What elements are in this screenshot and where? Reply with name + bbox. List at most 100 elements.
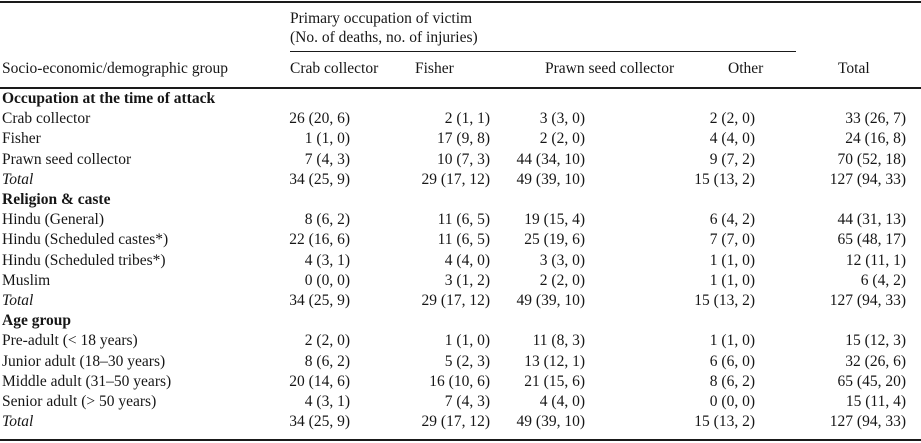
cell-value: 0 (0, 0) <box>304 271 350 289</box>
cell-value: 49 (39, 10) <box>516 413 585 431</box>
cell-value: 49 (39, 10) <box>516 292 585 310</box>
table-row: Total 34 (25, 9) 29 (17, 12) 49 (39, 10) 15 … <box>0 170 921 190</box>
table-row: Muslim 0 (0, 0) 3 (1, 2) 2 (2, 0) 1 (1, 0) 6 … <box>0 271 921 291</box>
cell-value: 24 (16, 8) <box>845 130 906 148</box>
section-header-row: Age group <box>0 311 921 331</box>
cell-value: 9 (7, 2) <box>709 150 755 168</box>
cell-value: 3 (3, 0) <box>539 251 585 269</box>
cell-value: 3 (3, 0) <box>539 110 585 128</box>
cell-value: 6 (4, 2) <box>860 271 906 289</box>
col-header-total: Total <box>806 52 921 89</box>
cell-value: 0 (0, 0) <box>709 393 755 411</box>
cell-value: 33 (26, 7) <box>845 110 906 128</box>
cell-value: 17 (9, 8) <box>437 130 490 148</box>
cell-value: 10 (7, 3) <box>437 150 490 168</box>
table-row: Total 34 (25, 9) 29 (17, 12) 49 (39, 10) 15 … <box>0 412 921 440</box>
table-row: Junior adult (18–30 years) 8 (6, 2) 5 (2, … <box>0 352 921 372</box>
table-row: Middle adult (31–50 years) 20 (14, 6) 16 (… <box>0 372 921 392</box>
cell-value: 22 (16, 6) <box>289 231 350 249</box>
cell-value: 44 (31, 13) <box>837 211 906 229</box>
col-header-crab-collector: Crab collector <box>285 52 378 89</box>
table-row: Hindu (Scheduled castes*) 22 (16, 6) 11 (6… <box>0 230 921 250</box>
row-label: Senior adult (> 50 years) <box>2 393 157 411</box>
cell-value: 7 (7, 0) <box>709 231 755 249</box>
column-group-header: Primary occupation of victim (No. of dea… <box>285 2 806 52</box>
cell-value: 11 (6, 5) <box>437 231 490 249</box>
cell-value: 15 (13, 2) <box>694 292 755 310</box>
table-row: Total 34 (25, 9) 29 (17, 12) 49 (39, 10) 15 … <box>0 291 921 311</box>
cell-value: 13 (12, 1) <box>524 352 585 370</box>
row-label: Muslim <box>2 271 51 289</box>
cell-value: 19 (15, 4) <box>524 211 585 229</box>
row-label: Prawn seed collector <box>2 150 132 168</box>
cell-value: 44 (34, 10) <box>516 150 585 168</box>
cell-value: 29 (17, 12) <box>421 170 490 188</box>
cell-value: 5 (2, 3) <box>444 352 490 370</box>
row-label: Crab collector <box>2 110 91 128</box>
cell-value: 6 (4, 2) <box>709 211 755 229</box>
table-row: Hindu (Scheduled tribes*) 4 (3, 1) 4 (4, 0… <box>0 251 921 271</box>
column-group-header-line1: Primary occupation of victim <box>290 10 473 27</box>
cell-value: 4 (3, 1) <box>304 251 350 269</box>
cell-value: 127 (94, 33) <box>829 292 906 310</box>
row-label: Middle adult (31–50 years) <box>2 372 172 390</box>
table-row: Crab collector 26 (20, 6) 2 (1, 1) 3 (3, 0)… <box>0 109 921 129</box>
cell-value: 1 (1, 0) <box>304 130 350 148</box>
table-row: Senior adult (> 50 years) 4 (3, 1) 7 (4, 3… <box>0 392 921 412</box>
cell-value: 34 (25, 9) <box>289 292 350 310</box>
cell-value: 29 (17, 12) <box>421 413 490 431</box>
cell-value: 34 (25, 9) <box>289 413 350 431</box>
row-label: Hindu (Scheduled tribes*) <box>2 251 166 269</box>
cell-value: 70 (52, 18) <box>837 150 906 168</box>
section-title: Age group <box>2 312 72 330</box>
spanner-right-spacer <box>806 2 921 52</box>
row-label: Hindu (General) <box>2 211 104 229</box>
cell-value: 3 (1, 2) <box>444 271 490 289</box>
cell-value: 6 (6, 0) <box>709 352 755 370</box>
cell-value: 65 (48, 17) <box>837 231 906 249</box>
cell-value: 8 (6, 2) <box>709 372 755 390</box>
column-group-header-box: Primary occupation of victim (No. of dea… <box>290 3 796 52</box>
section-header-row: Occupation at the time of attack <box>0 88 921 109</box>
cell-value: 15 (13, 2) <box>694 413 755 431</box>
cell-value: 1 (1, 0) <box>709 332 755 350</box>
cell-value: 4 (4, 0) <box>709 130 755 148</box>
cell-value: 34 (25, 9) <box>289 170 350 188</box>
spanner-left-spacer <box>0 2 285 52</box>
cell-value: 2 (1, 1) <box>444 110 490 128</box>
cell-value: 49 (39, 10) <box>516 170 585 188</box>
cell-value: 4 (4, 0) <box>444 251 490 269</box>
cell-value: 2 (2, 0) <box>304 332 350 350</box>
col-header-fisher: Fisher <box>378 52 498 89</box>
cell-value: 65 (45, 20) <box>837 372 906 390</box>
cell-value: 26 (20, 6) <box>289 110 350 128</box>
col-header-other: Other <box>688 52 806 89</box>
cell-value: 1 (1, 0) <box>709 251 755 269</box>
table-row: Pre-adult (< 18 years) 2 (2, 0) 1 (1, 0) 11… <box>0 331 921 351</box>
cell-value: 12 (11, 1) <box>845 251 906 269</box>
cell-value: 11 (8, 3) <box>532 332 585 350</box>
cell-value: 25 (19, 6) <box>524 231 585 249</box>
cell-value: 127 (94, 33) <box>829 170 906 188</box>
cell-value: 4 (4, 0) <box>539 393 585 411</box>
cell-value: 21 (15, 6) <box>524 372 585 390</box>
row-label: Pre-adult (< 18 years) <box>2 332 138 350</box>
table-row: Hindu (General) 8 (6, 2) 11 (6, 5) 19 (15, … <box>0 210 921 230</box>
cell-value: 2 (2, 0) <box>539 271 585 289</box>
cell-value: 1 (1, 0) <box>444 332 490 350</box>
section-title: Religion & caste <box>2 191 111 209</box>
cell-value: 4 (3, 1) <box>304 393 350 411</box>
cell-value: 20 (14, 6) <box>289 372 350 390</box>
table-body: Occupation at the time of attack Crab col… <box>0 88 921 440</box>
table-row: Prawn seed collector 7 (4, 3) 10 (7, 3) 44 … <box>0 150 921 170</box>
column-group-header-row: Primary occupation of victim (No. of dea… <box>0 2 921 52</box>
col-header-prawn-seed-collector: Prawn seed collector <box>498 52 688 89</box>
section-title: Occupation at the time of attack <box>2 90 216 107</box>
row-group-header: Socio-economic/demographic group <box>0 52 285 89</box>
cell-value: 2 (2, 0) <box>709 110 755 128</box>
row-label: Junior adult (18–30 years) <box>2 352 166 370</box>
section-header-row: Religion & caste <box>0 190 921 210</box>
cell-value: 2 (2, 0) <box>539 130 585 148</box>
